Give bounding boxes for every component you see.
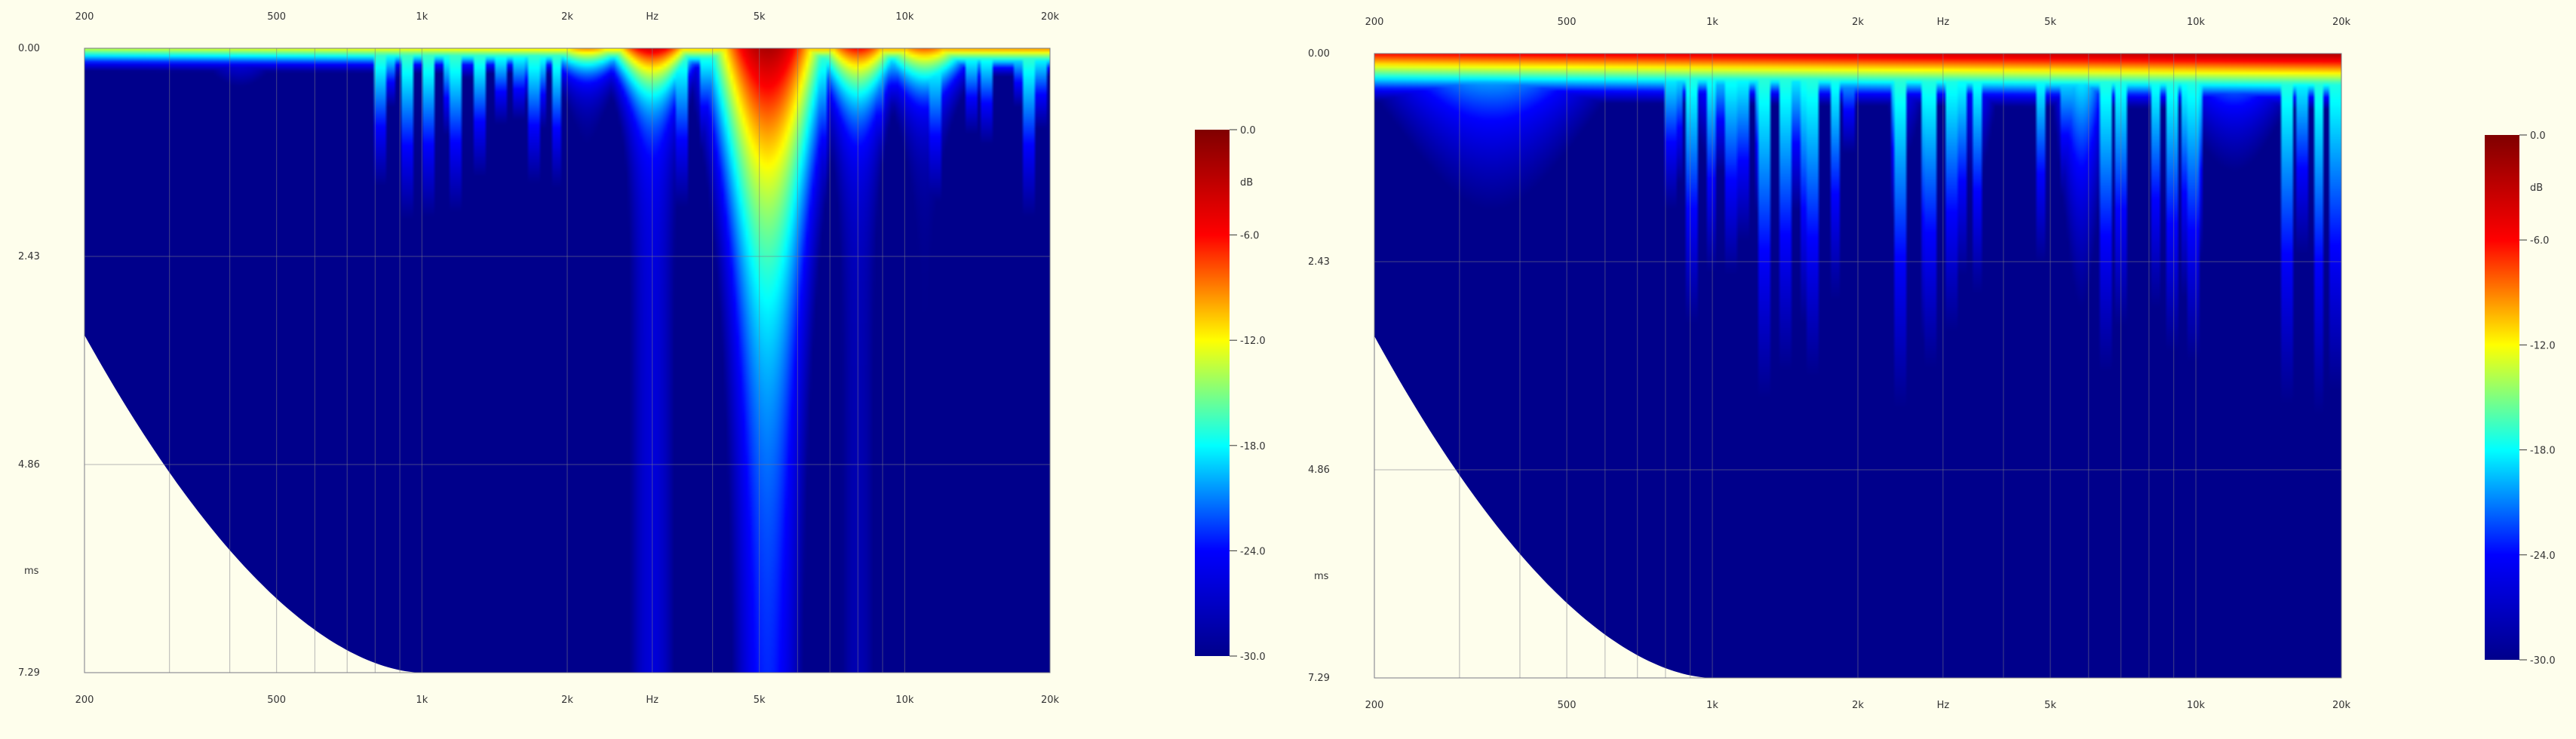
x-tick-label: 200 — [1365, 700, 1384, 711]
colorbar-tick-label: -30.0 — [1240, 652, 1266, 663]
x-tick-label: 10k — [2187, 17, 2206, 28]
x-tick-label: 20k — [2332, 17, 2351, 28]
colorbar — [1195, 130, 1230, 656]
x-unit-label: Hz — [1937, 17, 1950, 28]
x-tick-label: 1k — [1706, 17, 1718, 28]
colorbar-unit-label: dB — [2530, 182, 2543, 194]
x-tick-label: 1k — [416, 11, 428, 23]
y-tick-label: 4.86 — [18, 459, 40, 471]
colorbar-unit-label: dB — [1240, 177, 1253, 189]
y-tick-label: 0.00 — [1308, 48, 1330, 60]
x-tick-label: 10k — [895, 11, 914, 23]
colorbar-tick-label: -12.0 — [1240, 336, 1266, 347]
waterfall-chart-right: 200 200 500 500 1k 1k 2k 2k 5k 5k 10k 10k 20k 20k Hz Hz… — [1288, 0, 2575, 739]
x-tick-label: 20k — [1041, 695, 1060, 706]
x-tick-label: 500 — [1558, 17, 1577, 28]
y-unit-label: ms — [1314, 571, 1329, 582]
x-unit-label: Hz — [646, 695, 659, 706]
colorbar-tick-label: -6.0 — [2530, 235, 2549, 247]
x-tick-label: 200 — [75, 11, 94, 23]
x-tick-label: 2k — [1852, 700, 1864, 711]
y-tick-label: 4.86 — [1308, 465, 1330, 476]
cutoff-region — [84, 335, 422, 673]
y-tick-label: 2.43 — [18, 251, 40, 262]
x-tick-label: 5k — [754, 11, 766, 23]
x-tick-label: 10k — [2187, 700, 2206, 711]
x-tick-label: 2k — [561, 695, 573, 706]
colorbar-tick-label: -24.0 — [2530, 550, 2556, 562]
colorbar-tick-label: 0.0 — [2530, 130, 2546, 142]
x-tick-label: 5k — [2044, 700, 2056, 711]
colorbar-tick-label: -24.0 — [1240, 546, 1266, 557]
x-unit-label: Hz — [646, 11, 659, 23]
x-tick-label: 10k — [895, 695, 914, 706]
plot-frame — [84, 48, 1051, 673]
x-tick-label: 500 — [267, 695, 286, 706]
colorbar — [2485, 135, 2519, 660]
x-tick-label: 500 — [267, 11, 286, 23]
x-tick-label: 2k — [1852, 17, 1864, 28]
colorbar-tick-label: 0.0 — [1240, 125, 1256, 136]
y-tick-label: 7.29 — [1308, 673, 1330, 684]
colorbar-tick-label: -30.0 — [2530, 655, 2556, 667]
y-tick-label: 7.29 — [18, 667, 40, 679]
colorbar-tick-label: -18.0 — [2530, 446, 2556, 457]
colorbar-tick-label: -12.0 — [2530, 340, 2556, 351]
x-tick-label: 2k — [561, 11, 573, 23]
waterfall-plot-left: 200 200 500 500 1k 1k 2k 2k 5k 5k 10k 10k 20k 20k Hz Hz… — [18, 11, 1266, 706]
x-tick-label: 20k — [1041, 11, 1060, 23]
x-tick-label: 200 — [1365, 17, 1384, 28]
y-unit-label: ms — [24, 566, 39, 577]
x-tick-label: 5k — [2044, 17, 2056, 28]
waterfall-chart-left: 200 200 500 500 1k 1k 2k 2k 5k 5k 10k 10k 20k 20k Hz Hz… — [18, 11, 1266, 706]
colorbar-tick-label: -18.0 — [1240, 441, 1266, 452]
y-tick-label: 0.00 — [18, 43, 40, 54]
x-unit-label: Hz — [1937, 700, 1950, 711]
x-tick-label: 1k — [1706, 700, 1718, 711]
x-tick-label: 500 — [1558, 700, 1577, 711]
cutoff-region — [1374, 336, 1712, 678]
colorbar-tick-label: -6.0 — [1240, 231, 1259, 242]
x-tick-label: 1k — [416, 695, 428, 706]
x-tick-label: 20k — [2332, 700, 2351, 711]
x-tick-label: 200 — [75, 695, 94, 706]
x-tick-label: 5k — [754, 695, 766, 706]
plot-frame — [1374, 53, 2342, 679]
waterfall-plot-right: 200 200 500 500 1k 1k 2k 2k 5k 5k 10k 10k 20k 20k Hz Hz… — [1308, 17, 2556, 711]
y-tick-label: 2.43 — [1308, 256, 1330, 268]
